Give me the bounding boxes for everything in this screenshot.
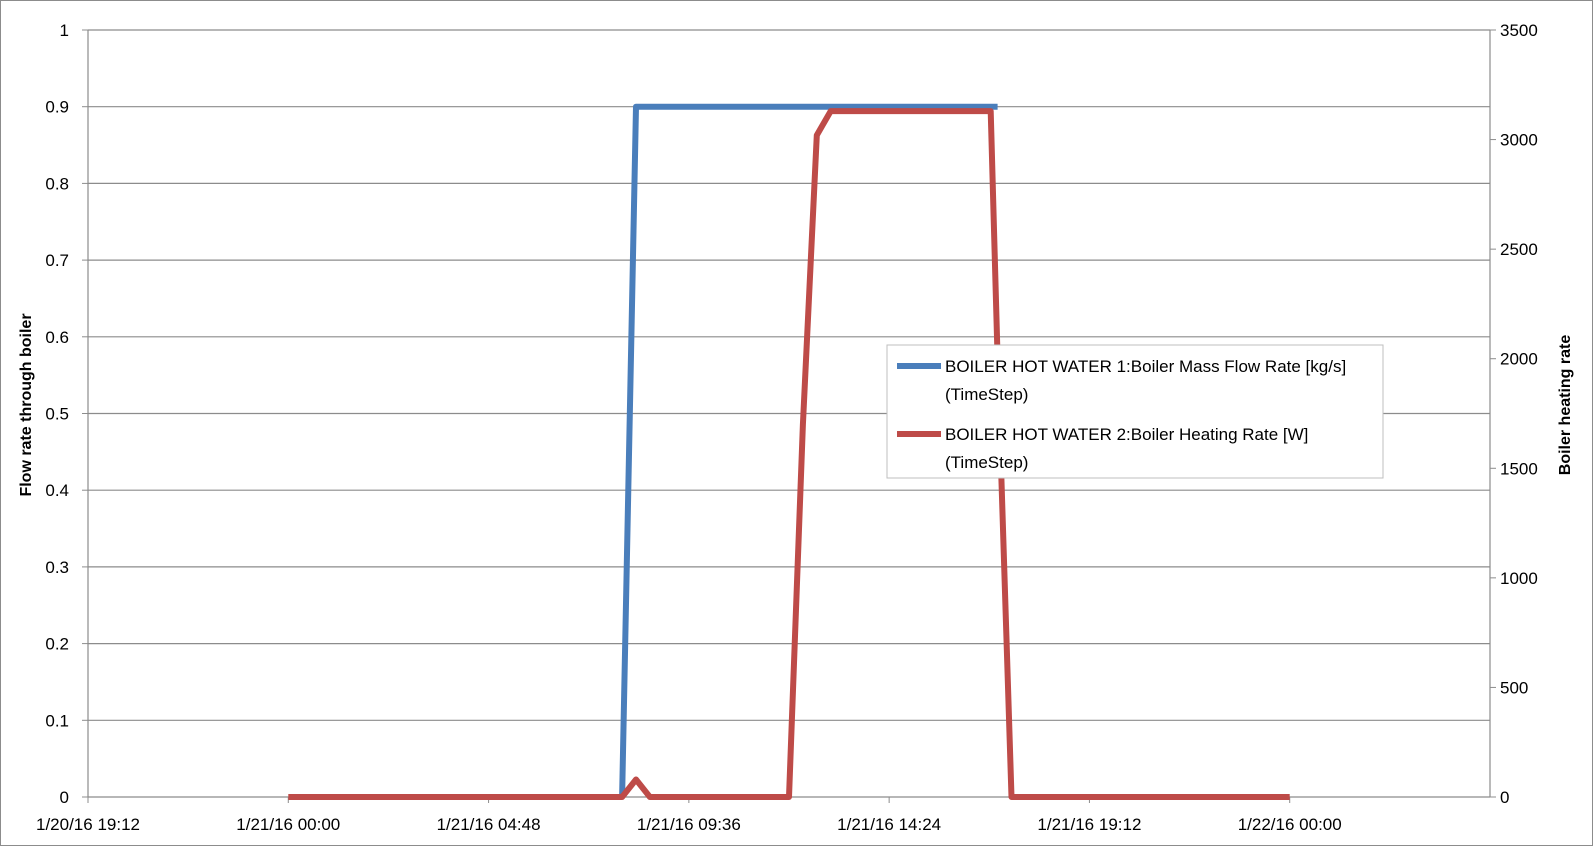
legend-label-heating-rate-line2: (TimeStep) <box>945 453 1028 472</box>
legend: BOILER HOT WATER 1:Boiler Mass Flow Rate… <box>886 344 1384 479</box>
legend-box <box>886 344 1384 479</box>
y-axis-title-right: Boiler heating rate <box>1557 335 1574 476</box>
y-tick-label-left: 0.6 <box>45 328 69 347</box>
y-tick-label-right: 2500 <box>1500 240 1538 259</box>
y-tick-label-right: 0 <box>1500 788 1509 807</box>
y-tick-label-left: 0.1 <box>45 711 69 730</box>
y-tick-label-right: 1000 <box>1500 569 1538 588</box>
y-tick-label-right: 1500 <box>1500 459 1538 478</box>
x-tick-label: 1/21/16 19:12 <box>1037 815 1141 834</box>
y-tick-label-left: 0.9 <box>45 98 69 117</box>
y-tick-label-left: 0 <box>60 788 69 807</box>
y-axis-title-left: Flow rate through boiler <box>18 313 35 496</box>
legend-label-mass-flow-line2: (TimeStep) <box>945 385 1028 404</box>
y-tick-label-left: 0.5 <box>45 405 69 424</box>
y-tick-label-right: 500 <box>1500 678 1528 697</box>
y-tick-label-left: 1 <box>60 21 69 40</box>
y-tick-label-left: 0.8 <box>45 174 69 193</box>
y-tick-label-right: 2000 <box>1500 350 1538 369</box>
y-tick-label-right: 3500 <box>1500 21 1538 40</box>
y-tick-label-left: 0.2 <box>45 635 69 654</box>
legend-label-heating-rate: BOILER HOT WATER 2:Boiler Heating Rate [… <box>945 425 1308 444</box>
y-tick-label-left: 0.3 <box>45 558 69 577</box>
y-tick-label-left: 0.7 <box>45 251 69 270</box>
x-tick-label: 1/21/16 04:48 <box>437 815 541 834</box>
x-tick-label: 1/20/16 19:12 <box>36 815 140 834</box>
x-tick-label: 1/21/16 09:36 <box>637 815 741 834</box>
x-tick-label: 1/21/16 00:00 <box>236 815 340 834</box>
y-tick-label-left: 0.4 <box>45 481 69 500</box>
x-tick-label: 1/21/16 14:24 <box>837 815 941 834</box>
legend-label-mass-flow: BOILER HOT WATER 1:Boiler Mass Flow Rate… <box>945 357 1346 376</box>
y-tick-label-right: 3000 <box>1500 131 1538 150</box>
series-line-mass-flow <box>619 103 998 798</box>
x-tick-label: 1/22/16 00:00 <box>1238 815 1342 834</box>
